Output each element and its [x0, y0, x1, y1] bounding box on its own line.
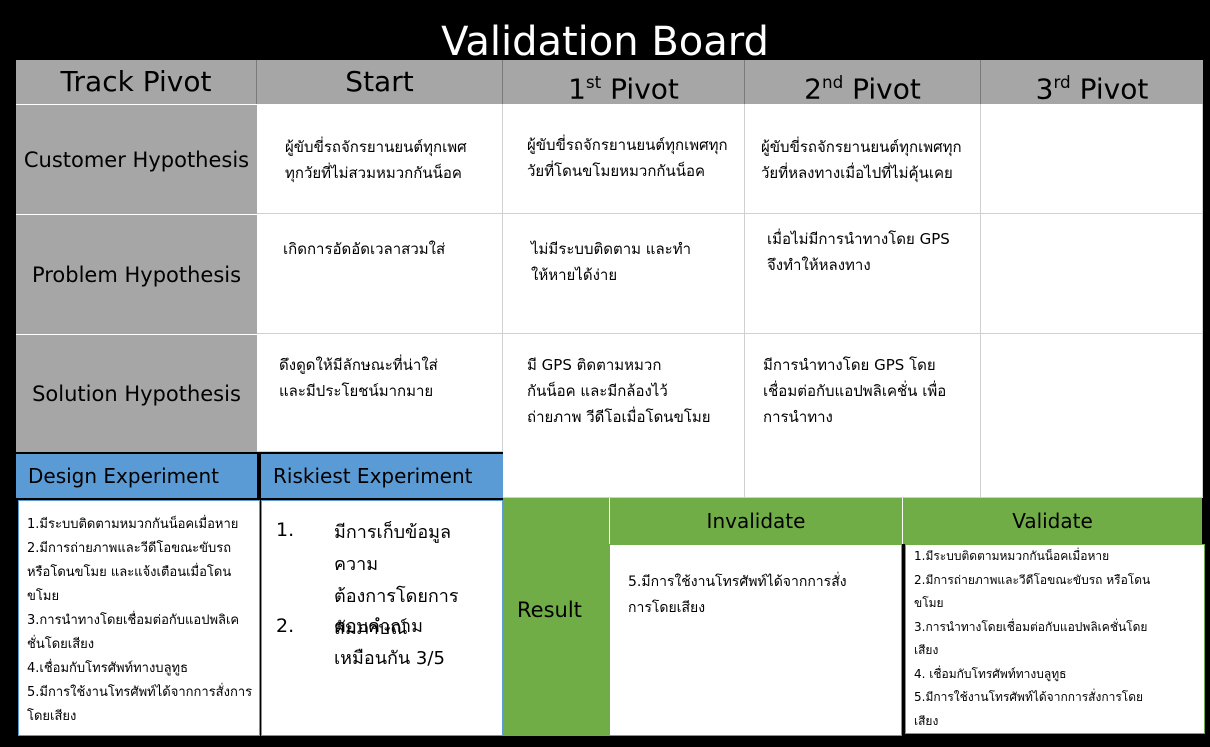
p2-word: Pivot — [843, 72, 921, 106]
list-item: เสียง — [914, 713, 939, 728]
cell-line: ดึงดูดให้มีลักษณะที่น่าใส่ — [279, 356, 438, 374]
p2-num: 2 — [804, 72, 822, 106]
list-item: โดยเสียง — [27, 709, 77, 724]
list-item: 1.มีระบบติดตามหมวกกันน็อคเมื่อหาย — [914, 549, 1110, 563]
cell-line: ผู้ขับขี่รถจักรยานยนต์ทุกเพศ — [285, 138, 467, 156]
list-item: ชั่นโดยเสียง — [27, 637, 95, 652]
cell-line: และมีประโยชน์มากมาย — [279, 382, 434, 400]
riskiest-item-1-number: 1. — [276, 519, 295, 541]
list-item: 4. เชื่อมกับโทรศัพท์ทางบลูทูธ — [914, 666, 1067, 681]
list-item: 2.มีการถ่ายภาพและวีดีโอขณะขับรถ — [27, 541, 232, 556]
list-item: 4.เชื่อมกับโทรศัพท์ทางบลูทูธ — [27, 661, 189, 676]
riskiest-item-2-number: 2. — [276, 615, 295, 637]
p3-sup: rd — [1053, 72, 1071, 92]
cell-line: มี GPS ติดตามหมวก — [527, 356, 662, 374]
cell-problem-p1: ไม่มีระบบติดตาม และทำ ให้หายได้ง่าย — [503, 214, 745, 334]
design-experiment-header: Design Experiment — [16, 454, 257, 498]
list-item: 3.การนำทางโดยเชื่อมต่อกับแอปพลิเค — [27, 613, 240, 628]
riskiest-item-2: ตอบคำถาม เหมือนกัน 3/5 — [334, 611, 494, 675]
cell-line: วัยที่หลงทางเมื่อไปที่ไม่คุ้นเคย — [761, 164, 953, 182]
riskiest-experiment-header: Riskiest Experiment — [261, 454, 503, 498]
risk-line: เหมือนกัน 3/5 — [334, 648, 445, 669]
row-label-customer: Customer Hypothesis — [16, 104, 257, 214]
cell-line: ผู้ขับขี่รถจักรยานยนต์ทุกเพศทุก — [761, 138, 962, 156]
list-item: 2.มีการถ่ายภาพและวีดีโอขณะขับรถ หรือโดน — [914, 572, 1151, 587]
list-item: ขโมย — [914, 596, 944, 610]
list-item: 5.มีการใช้งานโทรศัพท์ได้จากการสั่งการโดย — [914, 690, 1144, 704]
cell-line: การนำทาง — [763, 408, 833, 426]
cell-problem-p3 — [981, 214, 1203, 334]
cell-solution-p1: มี GPS ติดตามหมวก กันน็อค และมีกล้องไว้ … — [503, 334, 745, 498]
board-title: Validation Board — [441, 19, 769, 65]
validate-list: 1.มีระบบติดตามหมวกกันน็อคเมื่อหาย 2.มีกา… — [905, 544, 1205, 734]
validate-header: Validate — [902, 498, 1202, 544]
result-panel: Result — [503, 498, 609, 736]
p3-num: 3 — [1035, 72, 1054, 106]
list-item: 1.มีระบบติดตามหมวกกันน็อคเมื่อหาย — [27, 517, 239, 532]
cell-customer-start: ผู้ขับขี่รถจักรยานยนต์ทุกเพศ ทุกวัยที่ไม… — [257, 104, 503, 214]
header-track-pivot: Track Pivot — [16, 60, 257, 104]
p1-word: Pivot — [601, 72, 679, 106]
riskiest-item-1: มีการเก็บข้อมูลความ ต้องการโดยการ สัมภาษ… — [334, 517, 494, 645]
cell-customer-p1: ผู้ขับขี่รถจักรยานยนต์ทุกเพศทุก วัยที่โด… — [503, 104, 745, 214]
cell-line: จึงทำให้หลงทาง — [767, 256, 871, 274]
cell-problem-start: เกิดการอัดอัดเวลาสวมใส่ — [257, 214, 503, 334]
result-label: Result — [517, 598, 582, 622]
cell-line: เชื่อมต่อกับแอปพลิเคชั่น เพื่อ — [763, 382, 947, 400]
p1-sup: st — [585, 72, 602, 92]
cell-line: ให้หายได้ง่าย — [531, 266, 618, 284]
cell-solution-p3 — [981, 334, 1203, 498]
row-label-solution: Solution Hypothesis — [16, 334, 257, 452]
cell-line: ไม่มีระบบติดตาม และทำ — [531, 240, 692, 258]
p2-sup: nd — [821, 72, 844, 92]
header-third-pivot: 3rd Pivot — [981, 60, 1203, 106]
header-track-label: Track Pivot — [60, 65, 212, 98]
risk-line: สัมภาษณ์ — [334, 618, 408, 639]
header-start: Start — [257, 60, 503, 104]
cell-line: ทุกวัยที่ไม่สวมหมวกกันน็อค — [285, 164, 462, 182]
cell-customer-p2: ผู้ขับขี่รถจักรยานยนต์ทุกเพศทุก วัยที่หล… — [745, 104, 981, 214]
list-item: หรือโดนขโมย และแจ้งเตือนเมื่อโดน — [27, 565, 232, 580]
header-second-pivot: 2nd Pivot — [745, 60, 981, 106]
cell-line: กันน็อค และมีกล้องไว้ — [527, 382, 668, 400]
list-item: ขโมย — [27, 589, 60, 604]
cell-line: วัยที่โดนขโมยหมวกกันน็อค — [527, 162, 706, 180]
p1-num: 1 — [568, 72, 586, 106]
row-label-problem: Problem Hypothesis — [16, 214, 257, 334]
design-experiment-list: 1.มีระบบติดตามหมวกกันน็อคเมื่อหาย 2.มีกา… — [18, 500, 260, 736]
list-item: เสียง — [914, 643, 939, 657]
header-first-pivot: 1st Pivot — [503, 60, 745, 106]
list-item: 3.การนำทางโดยเชื่อมต่อกับแอปพลิเคชั่นโดย — [914, 619, 1148, 634]
p3-word: Pivot — [1070, 72, 1149, 106]
cell-solution-p2: มีการนำทางโดย GPS โดย เชื่อมต่อกับแอปพลิ… — [745, 334, 981, 498]
risk-line: ตอบคำถาม — [334, 616, 423, 637]
cell-solution-start: ดึงดูดให้มีลักษณะที่น่าใส่ และมีประโยชน์… — [257, 334, 503, 452]
header-start-label: Start — [345, 65, 414, 98]
risk-line: มีการเก็บข้อมูลความ — [334, 522, 452, 575]
risk-line: ต้องการโดยการ — [334, 586, 459, 607]
cell-line: ผู้ขับขี่รถจักรยานยนต์ทุกเพศทุก — [527, 136, 728, 154]
invalidate-header: Invalidate — [609, 498, 902, 544]
list-item: 5.มีการใช้งานโทรศัพท์ได้จากการสั่ง — [628, 574, 847, 590]
cell-line: มีการนำทางโดย GPS โดย — [763, 356, 936, 374]
riskiest-experiment-list: 1. มีการเก็บข้อมูลความ ต้องการโดยการ สัม… — [261, 500, 503, 736]
cell-line: เกิดการอัดอัดเวลาสวมใส่ — [283, 240, 446, 258]
list-item: 5.มีการใช้งานโทรศัพท์ได้จากการสั่งการ — [27, 685, 253, 700]
invalidate-list: 5.มีการใช้งานโทรศัพท์ได้จากการสั่ง การโด… — [609, 544, 902, 736]
cell-customer-p3 — [981, 104, 1203, 214]
cell-line: เมื่อไม่มีการนำทางโดย GPS — [767, 230, 950, 248]
cell-line: ถ่ายภาพ วีดีโอเมื่อโดนขโมย — [527, 408, 711, 426]
cell-problem-p2: เมื่อไม่มีการนำทางโดย GPS จึงทำให้หลงทาง — [745, 214, 981, 334]
list-item: การโดยเสียง — [628, 600, 706, 616]
